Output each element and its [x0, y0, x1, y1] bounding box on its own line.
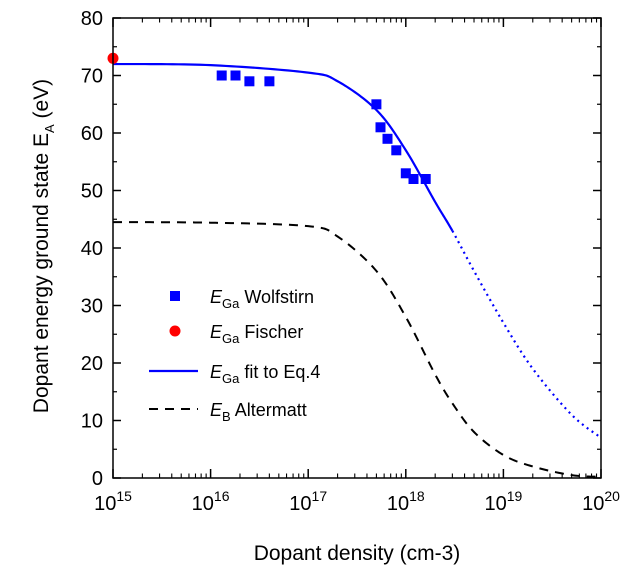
legend-label-0: EGa Wolfstirn [210, 287, 314, 311]
series-fit-line-solid [113, 62, 454, 232]
y-tick-label-50: 50 [81, 181, 103, 203]
x-tick-label-20: 1020 [582, 488, 620, 515]
y-tick-label-80: 80 [81, 8, 103, 30]
x-tick-label-base: 10 [484, 493, 506, 515]
y-tick-label-40: 40 [81, 238, 103, 260]
x-tick-label-base: 10 [387, 493, 409, 515]
data-point-wolfstirn-10 [420, 174, 431, 184]
y-axis-title-unit: (eV) [30, 79, 53, 125]
y-tick-label-70: 70 [81, 66, 103, 88]
y-tick-label-30: 30 [81, 296, 103, 318]
data-point-wolfstirn-2 [244, 76, 255, 87]
legend-label-subscript: Ga [222, 296, 240, 311]
data-point-wolfstirn-4 [371, 99, 382, 110]
x-tick-label-16: 1016 [192, 488, 230, 515]
data-point-wolfstirn-6 [382, 133, 393, 144]
legend-label-symbol: E [210, 322, 223, 342]
x-tick-label-exponent: 20 [604, 488, 620, 504]
legend-label-symbol: E [210, 362, 223, 382]
data-point-wolfstirn-1 [230, 70, 241, 81]
y-axis-title-text: Dopant energy ground state E [30, 133, 53, 413]
y-tick-label-0: 0 [92, 468, 103, 490]
x-tick-label-base: 10 [582, 493, 604, 515]
x-tick-label-19: 1019 [484, 488, 522, 515]
data-point-wolfstirn-5 [375, 122, 386, 133]
data-point-wolfstirn-7 [391, 145, 402, 156]
x-tick-label-exponent: 15 [116, 488, 132, 504]
data-point-wolfstirn-9 [408, 174, 419, 184]
x-tick-label-15: 1015 [94, 488, 132, 515]
legend-label-3: EB Altermatt [210, 400, 307, 424]
legend-label-1: EGa Fischer [210, 322, 303, 346]
legend-label-text: Fischer [239, 322, 303, 342]
legend-label-text: Altermatt [231, 400, 307, 420]
legend-label-subscript: Ga [222, 371, 240, 386]
plot-area [107, 52, 601, 478]
legend-label-subscript: B [222, 409, 231, 424]
data-point-wolfstirn-0 [216, 70, 227, 81]
x-axis-title: Dopant density (cm-3) [254, 542, 461, 565]
legend-label-2: EGa fit to Eq.4 [210, 362, 320, 386]
x-tick-label-exponent: 18 [409, 488, 425, 504]
x-tick-label-base: 10 [289, 493, 311, 515]
series-altermatt-line [113, 221, 601, 478]
y-tick-label-10: 10 [81, 411, 103, 433]
x-tick-label-base: 10 [192, 493, 214, 515]
legend-label-text: fit to Eq.4 [239, 362, 320, 382]
y-axis-title-sub: A [42, 124, 57, 133]
x-tick-label-18: 1018 [387, 488, 425, 515]
legend-marker-fischer [169, 325, 181, 337]
series-fit-line-dotted [451, 230, 601, 439]
y-tick-label-60: 60 [81, 123, 103, 145]
legend-label-subscript: Ga [222, 331, 240, 346]
legend-label-symbol: E [210, 287, 223, 307]
x-tick-label-base: 10 [94, 493, 116, 515]
x-tick-label-exponent: 17 [312, 488, 328, 504]
legend-label-text: Wolfstirn [239, 287, 314, 307]
y-tick-label-20: 20 [81, 353, 103, 375]
x-tick-label-exponent: 19 [507, 488, 523, 504]
x-tick-label-17: 1017 [289, 488, 327, 515]
data-point-wolfstirn-3 [264, 76, 275, 87]
legend-label-symbol: E [210, 400, 223, 420]
y-axis-title: Dopant energy ground state EA (eV) [30, 79, 57, 413]
data-point-wolfstirn-8 [400, 168, 411, 179]
x-tick-label-exponent: 16 [214, 488, 230, 504]
legend-marker-wolfstirn [170, 291, 180, 301]
